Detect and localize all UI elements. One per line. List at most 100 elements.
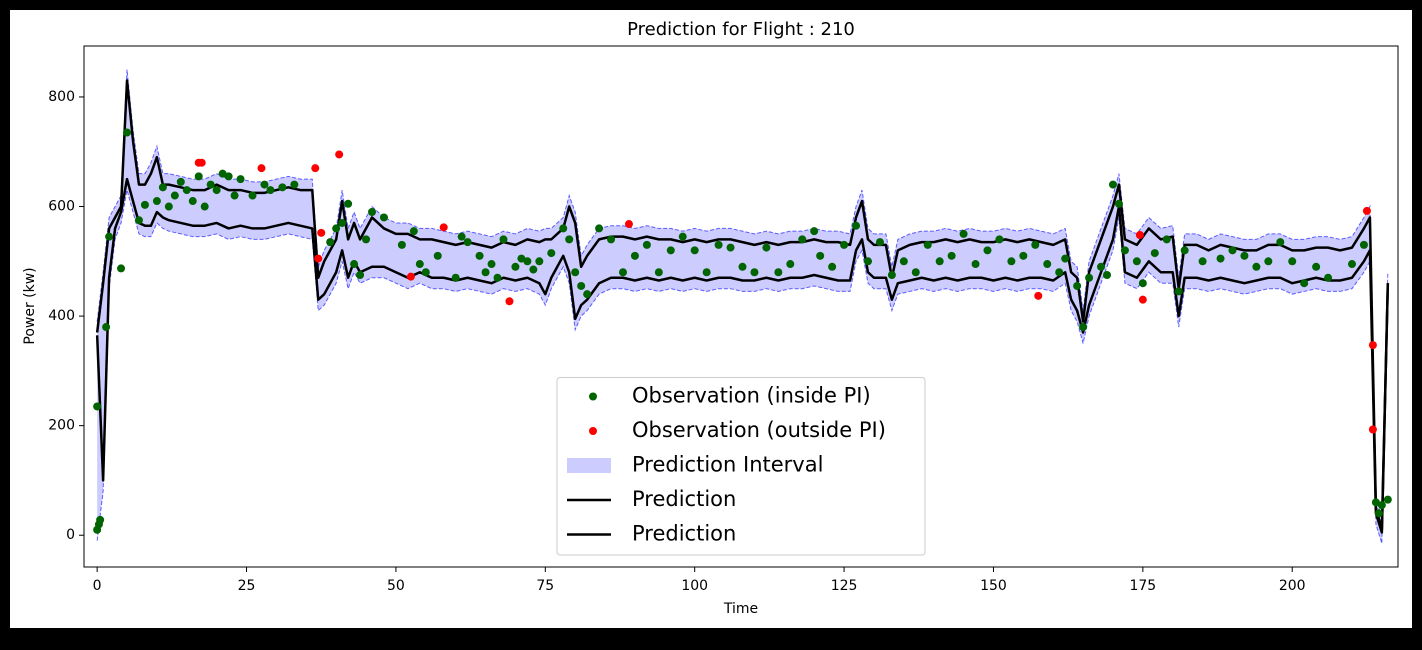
observation bbox=[935, 257, 944, 266]
observation bbox=[105, 232, 114, 241]
observation bbox=[338, 218, 347, 227]
observation bbox=[1264, 257, 1273, 266]
observation bbox=[140, 200, 149, 209]
observation bbox=[690, 246, 699, 255]
observation bbox=[200, 202, 209, 211]
legend-marker bbox=[567, 458, 611, 473]
observation bbox=[923, 240, 932, 249]
observation bbox=[666, 246, 675, 255]
observation bbox=[487, 260, 496, 269]
observation bbox=[102, 323, 111, 332]
observation bbox=[1132, 257, 1141, 266]
observation bbox=[1138, 295, 1147, 304]
observation bbox=[1324, 273, 1333, 282]
y-tick-label: 400 bbox=[48, 308, 75, 324]
observation bbox=[511, 262, 520, 271]
observation bbox=[1216, 254, 1225, 263]
x-tick-label: 175 bbox=[1129, 578, 1156, 594]
observation bbox=[726, 243, 735, 252]
observation bbox=[1079, 323, 1088, 332]
observation bbox=[1097, 262, 1106, 271]
legend: Observation (inside PI) Observation (outs… bbox=[556, 377, 926, 556]
observation bbox=[194, 172, 203, 181]
x-tick-label: 50 bbox=[387, 578, 405, 594]
observation bbox=[397, 240, 406, 249]
observation bbox=[1061, 254, 1070, 263]
observation bbox=[577, 281, 586, 290]
observation bbox=[1174, 287, 1183, 296]
observation bbox=[618, 268, 627, 277]
observation bbox=[123, 128, 132, 137]
observation bbox=[421, 268, 430, 277]
observation bbox=[559, 224, 568, 233]
observation bbox=[523, 257, 532, 266]
observation bbox=[983, 246, 992, 255]
interval-edge bbox=[96, 189, 1389, 544]
plot-area bbox=[93, 69, 1392, 544]
observation bbox=[887, 270, 896, 279]
observation bbox=[1368, 425, 1377, 434]
observation bbox=[1288, 257, 1297, 266]
observation bbox=[624, 220, 633, 229]
legend-label: Prediction bbox=[632, 487, 736, 511]
observation bbox=[248, 191, 257, 200]
observation bbox=[499, 235, 508, 244]
observation bbox=[1007, 257, 1016, 266]
legend-label: Prediction bbox=[632, 522, 736, 546]
observation bbox=[134, 216, 143, 225]
observation bbox=[278, 183, 287, 192]
observation bbox=[911, 268, 920, 277]
observation bbox=[368, 207, 377, 216]
observation bbox=[1383, 495, 1392, 504]
observation bbox=[750, 268, 759, 277]
observation bbox=[481, 268, 490, 277]
observation bbox=[738, 262, 747, 271]
observation bbox=[1228, 246, 1237, 255]
observation bbox=[971, 260, 980, 269]
observation bbox=[535, 257, 544, 266]
observation bbox=[1102, 270, 1111, 279]
observation bbox=[362, 235, 371, 244]
observation bbox=[654, 268, 663, 277]
observation bbox=[266, 186, 275, 195]
observation bbox=[1150, 249, 1159, 258]
observation bbox=[1377, 501, 1386, 510]
observation bbox=[117, 264, 126, 273]
observation bbox=[816, 251, 825, 260]
observation bbox=[170, 191, 179, 200]
observation bbox=[1240, 251, 1249, 260]
observation bbox=[1085, 273, 1094, 282]
observation bbox=[311, 164, 320, 173]
observation bbox=[379, 213, 388, 222]
observation bbox=[762, 243, 771, 252]
observation bbox=[959, 229, 968, 238]
observation bbox=[852, 221, 861, 230]
y-tick-label: 800 bbox=[48, 89, 75, 105]
observation bbox=[1138, 279, 1147, 288]
observation bbox=[899, 257, 908, 266]
observation bbox=[1371, 498, 1380, 507]
observation bbox=[1374, 509, 1383, 518]
observation bbox=[1073, 281, 1082, 290]
observation bbox=[1362, 206, 1371, 215]
y-axis-label: Power (kw) bbox=[22, 267, 38, 344]
legend-label: Observation (outside PI) bbox=[632, 418, 886, 442]
observation bbox=[786, 260, 795, 269]
prediction-line bbox=[95, 177, 1390, 534]
observation bbox=[176, 177, 185, 186]
observation bbox=[206, 180, 215, 189]
observation bbox=[326, 238, 335, 247]
x-tick-label: 150 bbox=[980, 578, 1007, 594]
observation bbox=[1055, 268, 1064, 277]
observation bbox=[433, 251, 442, 260]
observation bbox=[218, 169, 227, 178]
observation bbox=[197, 158, 206, 167]
observation bbox=[406, 272, 415, 281]
observation bbox=[290, 180, 299, 189]
axes-frame bbox=[83, 45, 1399, 568]
observation bbox=[828, 262, 837, 271]
observation bbox=[409, 227, 418, 236]
observation bbox=[607, 235, 616, 244]
